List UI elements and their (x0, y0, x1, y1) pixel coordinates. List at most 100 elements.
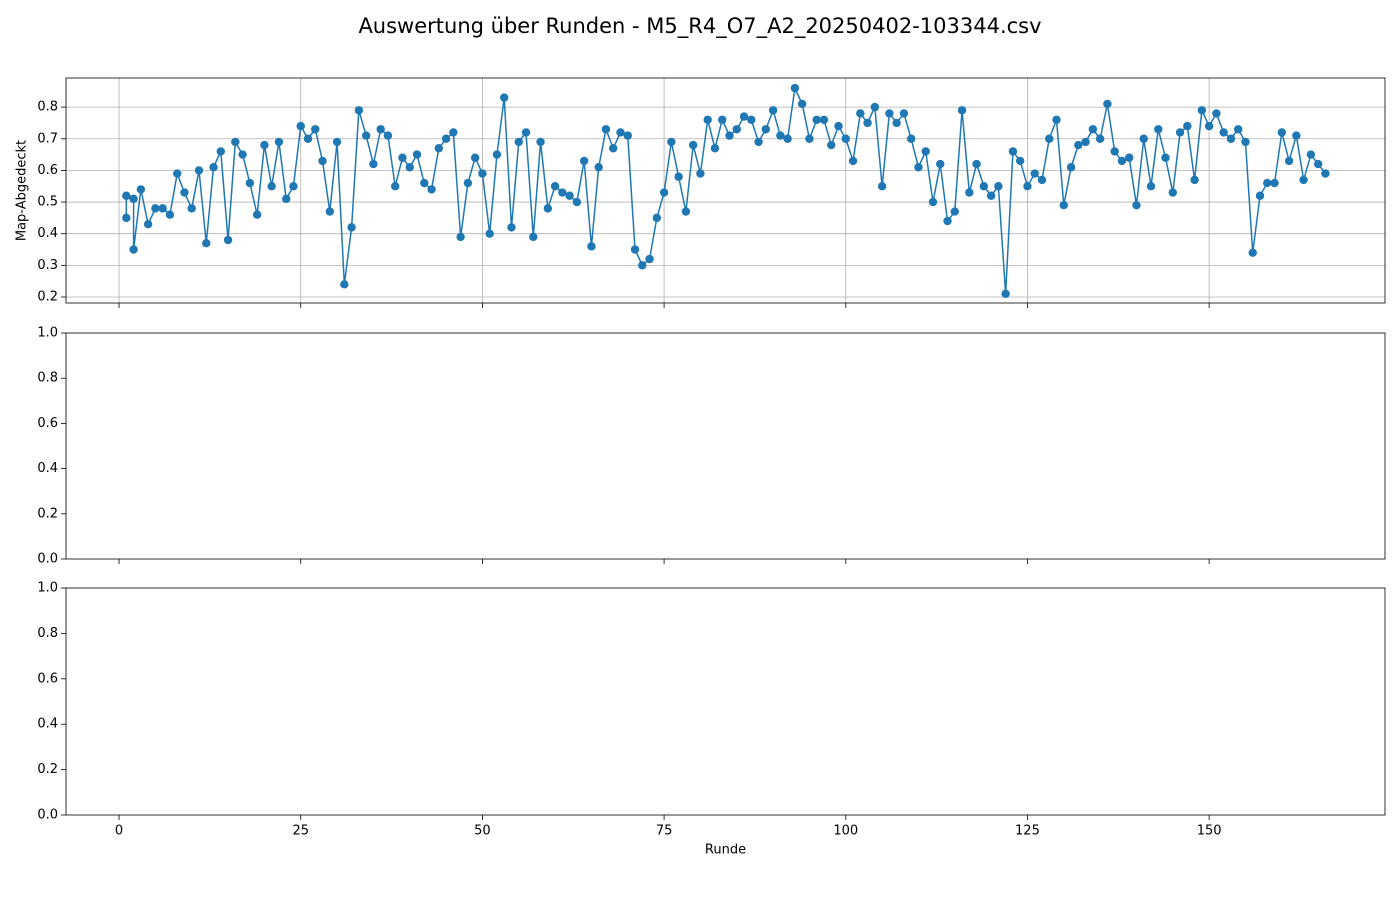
data-point (841, 134, 850, 143)
data-point (143, 220, 153, 229)
data-point (783, 134, 792, 143)
data-point (303, 134, 313, 143)
data-point (172, 169, 182, 178)
y-tick-label: 0.6 (37, 671, 58, 686)
data-point (180, 188, 189, 197)
y-tick-label: 0.0 (37, 552, 58, 567)
data-point (928, 197, 938, 207)
data-point (718, 115, 727, 124)
y-tick-label: 0.8 (37, 371, 58, 386)
data-point (870, 102, 880, 112)
x-tick-label: 150 (1197, 824, 1222, 839)
data-point (398, 153, 407, 162)
y-tick-label: 0.4 (37, 461, 58, 476)
data-point (1124, 153, 1134, 162)
data-point (369, 159, 378, 169)
data-point (587, 242, 596, 251)
x-tick-label: 0 (115, 824, 123, 839)
data-point (122, 191, 131, 200)
data-point (325, 207, 334, 216)
data-point (420, 178, 429, 188)
data-point (572, 197, 582, 207)
x-tick-label: 125 (1015, 824, 1040, 839)
data-point (594, 163, 603, 172)
data-point (965, 188, 974, 197)
y-tick-label: 0.8 (37, 100, 58, 115)
data-point (274, 137, 284, 147)
data-point (129, 194, 138, 204)
data-point (281, 194, 291, 204)
data-point (391, 182, 400, 191)
data-point (906, 134, 916, 143)
x-tick-label: 100 (833, 824, 858, 839)
data-point (819, 115, 829, 124)
data-point (1313, 159, 1323, 169)
data-point (1284, 156, 1294, 166)
data-point (659, 188, 669, 197)
data-point (129, 245, 138, 254)
data-point (1263, 178, 1272, 188)
data-point (260, 140, 269, 150)
data-point (158, 204, 167, 213)
data-point (776, 131, 785, 140)
data-point (1015, 156, 1025, 166)
data-point (289, 182, 298, 191)
data-point (187, 204, 196, 213)
data-point (1292, 131, 1301, 140)
y-tick-label: 1.0 (37, 326, 58, 341)
data-point (434, 144, 444, 153)
data-point (805, 134, 814, 143)
data-point (1255, 191, 1265, 200)
data-point (761, 125, 771, 134)
data-point (376, 125, 385, 134)
y-tick-label: 0.7 (37, 131, 58, 146)
data-point (1219, 128, 1228, 137)
y-tick-label: 0.0 (37, 808, 58, 823)
data-point (768, 106, 778, 115)
data-point (732, 125, 741, 134)
data-point (550, 182, 560, 191)
data-point (485, 229, 494, 238)
data-point (165, 210, 175, 219)
data-point (579, 156, 589, 166)
data-point (848, 156, 858, 166)
data-point (936, 159, 945, 169)
data-point (1059, 201, 1068, 210)
data-point (1154, 125, 1163, 134)
y-tick-label: 0.6 (37, 163, 58, 178)
data-point (1197, 106, 1207, 115)
data-point (1161, 153, 1170, 162)
data-point (638, 261, 647, 270)
data-point (667, 137, 676, 147)
data-point (1001, 289, 1010, 299)
data-point (674, 172, 683, 181)
data-point (899, 109, 909, 118)
data-point (354, 106, 364, 115)
figure-title: Auswertung über Runden - M5_R4_O7_A2_202… (358, 14, 1041, 39)
data-point (1081, 137, 1090, 147)
data-point (921, 147, 930, 156)
data-point (231, 137, 240, 147)
data-point (1226, 134, 1236, 143)
x-tick-label: 50 (474, 824, 491, 839)
data-point (703, 115, 712, 124)
data-point (754, 137, 763, 147)
data-point (1074, 140, 1083, 150)
data-point (558, 188, 567, 197)
data-point (1146, 182, 1156, 191)
y-tick-label: 0.4 (37, 226, 58, 241)
data-point (492, 150, 502, 159)
data-point (1117, 156, 1127, 166)
data-point (1299, 175, 1308, 185)
data-point (412, 150, 422, 159)
data-point (223, 235, 233, 245)
data-point (812, 115, 821, 124)
data-point (645, 254, 654, 264)
data-point (986, 191, 996, 200)
data-point (1103, 99, 1112, 109)
data-point (877, 182, 887, 191)
data-point (943, 216, 952, 226)
data-point (957, 106, 967, 115)
data-point (267, 182, 276, 191)
data-point (194, 166, 204, 175)
